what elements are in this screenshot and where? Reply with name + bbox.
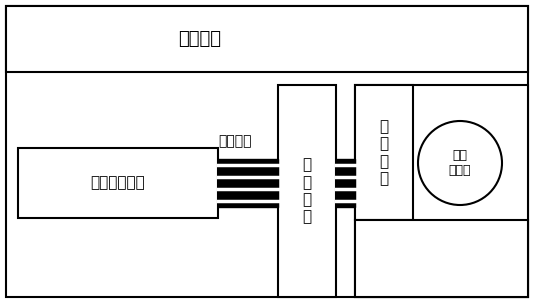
Bar [6,6,528,72]
Text: 连接线缆: 连接线缆 [218,134,252,148]
Bar [278,85,336,297]
Text: 被测
晶圆片: 被测 晶圆片 [449,149,471,177]
Bar [18,148,218,218]
Bar [355,85,413,220]
Text: 电源模块: 电源模块 [178,30,222,48]
Circle shape [418,121,502,205]
Text: 矩
阵
开
关: 矩 阵 开 关 [302,157,311,225]
Bar [355,85,528,297]
Bar [355,220,528,297]
Text: 探
针
系
统: 探 针 系 统 [380,119,389,186]
Text: 电容测量仪器: 电容测量仪器 [91,175,145,191]
